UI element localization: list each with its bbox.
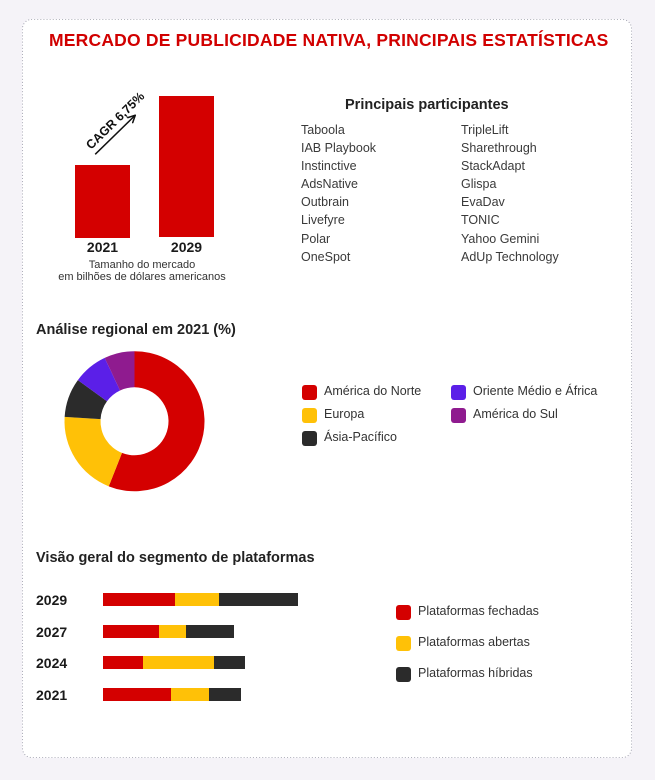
svg-text:CAGR 6,75%: CAGR 6,75% — [83, 89, 147, 152]
